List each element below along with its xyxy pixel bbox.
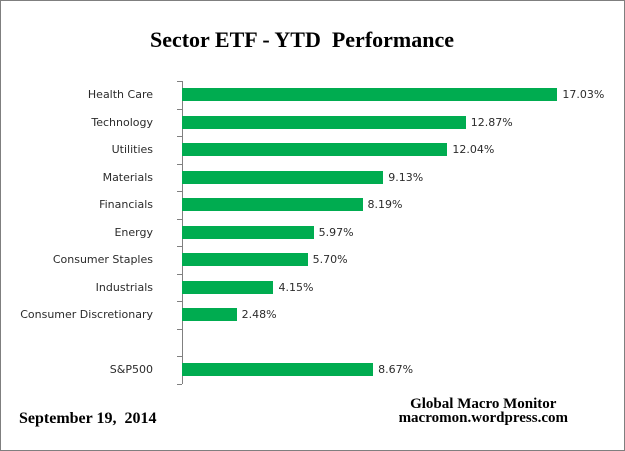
footer-date: September 19, 2014 [19,410,157,427]
axis-tick [177,163,182,165]
category-label: Industrials [95,280,153,294]
bar [182,225,314,239]
category-label: S&P500 [109,363,153,376]
value-label: 9.13% [388,170,424,184]
value-label: 5.70% [312,253,348,266]
axis-tick [177,356,182,357]
axis-tick [177,246,182,247]
axis-tick [177,383,182,385]
axis-tick [177,108,182,110]
value-label: 12.87% [470,115,513,129]
category-label: Materials [102,170,153,184]
value-label: 17.03% [562,88,605,101]
bar [182,308,237,322]
axis-tick [177,136,182,137]
category-label: Consumer Staples [52,253,153,266]
category-label: Financials [99,198,153,211]
value-label: 8.19% [367,198,403,211]
bar [182,170,384,184]
axis-tick [177,218,182,220]
axis-tick [177,328,182,330]
value-label: 5.97% [318,225,354,239]
category-label: Technology [91,115,153,129]
bar [182,88,558,102]
bar [182,280,274,294]
axis-tick [177,81,182,82]
bar [182,115,466,129]
category-label: Consumer Discretionary [20,308,153,321]
value-label: 12.04% [452,143,495,156]
footer-credit: Global Macro Monitor macromon.wordpress.… [398,396,568,426]
value-label: 8.67% [378,363,414,376]
bar [182,363,374,377]
axis-tick [177,273,182,275]
bar [182,198,363,212]
category-label: Energy [114,225,153,239]
bar [182,253,308,267]
chart-title: Sector ETF - YTD Performance [149,27,455,52]
credit-source-url: macromon.wordpress.com [398,410,568,426]
category-label: Utilities [111,143,153,156]
bar [182,143,448,157]
value-label: 4.15% [278,280,314,294]
credit-source-name: Global Macro Monitor [410,396,557,412]
value-label: 2.48% [241,308,277,321]
category-label: Health Care [87,88,153,101]
axis-tick [177,191,182,192]
axis-tick [177,301,182,302]
